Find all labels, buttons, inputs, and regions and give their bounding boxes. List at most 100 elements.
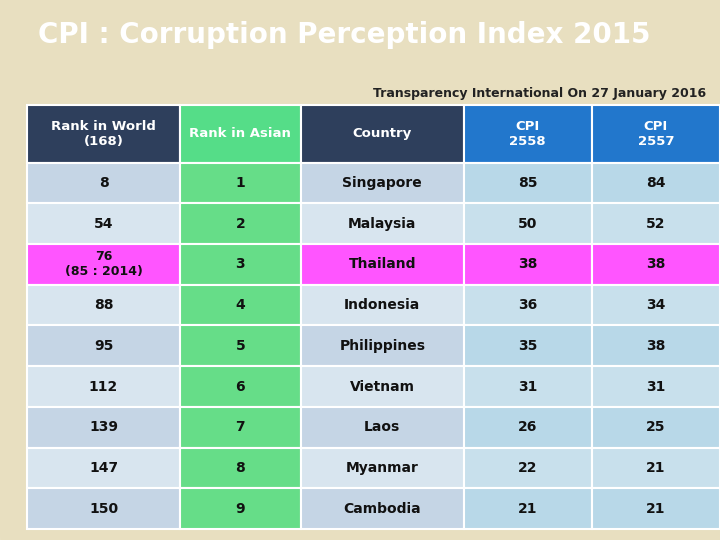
Text: CPI
2558: CPI 2558	[510, 120, 546, 148]
Text: 76
(85 : 2014): 76 (85 : 2014)	[65, 251, 143, 279]
Bar	[592, 163, 720, 203]
Text: 25: 25	[646, 420, 666, 434]
Bar	[592, 285, 720, 326]
Text: Vietnam: Vietnam	[350, 380, 415, 394]
Text: Cambodia: Cambodia	[343, 502, 421, 516]
Text: 21: 21	[646, 502, 666, 516]
Text: Philippines: Philippines	[339, 339, 426, 353]
Text: 6: 6	[235, 380, 245, 394]
Bar	[301, 285, 464, 326]
Text: 8: 8	[99, 176, 109, 190]
Bar	[464, 366, 592, 407]
Bar	[592, 326, 720, 366]
Bar	[27, 203, 180, 244]
Bar	[180, 285, 301, 326]
Bar	[464, 285, 592, 326]
Bar	[592, 105, 720, 163]
Bar	[301, 366, 464, 407]
Bar	[301, 105, 464, 163]
Text: Laos: Laos	[364, 420, 400, 434]
Text: 95: 95	[94, 339, 113, 353]
Bar	[27, 105, 180, 163]
Bar	[592, 407, 720, 448]
Bar	[464, 163, 592, 203]
Text: 2: 2	[235, 217, 246, 231]
Text: 5: 5	[235, 339, 246, 353]
Text: Myanmar: Myanmar	[346, 461, 419, 475]
Bar	[180, 366, 301, 407]
Bar	[180, 407, 301, 448]
Text: 147: 147	[89, 461, 118, 475]
Text: CPI : Corruption Perception Index 2015: CPI : Corruption Perception Index 2015	[37, 21, 650, 49]
Text: 7: 7	[235, 420, 245, 434]
Text: 85: 85	[518, 176, 538, 190]
Bar	[592, 448, 720, 489]
Bar	[464, 105, 592, 163]
Text: Thailand: Thailand	[348, 258, 416, 272]
Bar	[27, 285, 180, 326]
Text: Singapore: Singapore	[343, 176, 422, 190]
Bar	[464, 244, 592, 285]
Bar	[180, 448, 301, 489]
Bar	[464, 326, 592, 366]
Bar	[592, 489, 720, 529]
Bar	[464, 407, 592, 448]
Text: 150: 150	[89, 502, 118, 516]
Text: 4: 4	[235, 298, 246, 312]
Bar	[301, 407, 464, 448]
Bar	[27, 407, 180, 448]
Text: 8: 8	[235, 461, 246, 475]
Bar	[464, 489, 592, 529]
Bar	[27, 326, 180, 366]
Text: 34: 34	[647, 298, 665, 312]
Bar	[592, 244, 720, 285]
Bar	[301, 163, 464, 203]
Bar	[592, 203, 720, 244]
Text: 54: 54	[94, 217, 113, 231]
Text: 36: 36	[518, 298, 537, 312]
Bar	[301, 489, 464, 529]
Text: 31: 31	[647, 380, 665, 394]
Bar	[301, 203, 464, 244]
Bar	[464, 203, 592, 244]
Text: Rank in Asian: Rank in Asian	[189, 127, 292, 140]
Bar	[301, 326, 464, 366]
Text: 38: 38	[647, 339, 665, 353]
Text: Malaysia: Malaysia	[348, 217, 417, 231]
Text: 38: 38	[518, 258, 537, 272]
Text: 52: 52	[646, 217, 666, 231]
Bar	[27, 448, 180, 489]
Text: 3: 3	[235, 258, 245, 272]
Text: 21: 21	[518, 502, 538, 516]
Text: 31: 31	[518, 380, 537, 394]
Text: Indonesia: Indonesia	[344, 298, 420, 312]
Bar	[180, 203, 301, 244]
Bar	[27, 244, 180, 285]
Text: Country: Country	[353, 127, 412, 140]
Text: 50: 50	[518, 217, 537, 231]
Text: CPI
2557: CPI 2557	[638, 120, 674, 148]
Bar	[180, 489, 301, 529]
Text: 9: 9	[235, 502, 245, 516]
Text: 112: 112	[89, 380, 118, 394]
Bar	[27, 366, 180, 407]
Text: 26: 26	[518, 420, 537, 434]
Text: Rank in World
(168): Rank in World (168)	[51, 120, 156, 148]
Bar	[592, 366, 720, 407]
Bar	[301, 448, 464, 489]
Text: 22: 22	[518, 461, 538, 475]
Text: 38: 38	[647, 258, 665, 272]
Bar	[180, 163, 301, 203]
Bar	[27, 163, 180, 203]
Bar	[464, 448, 592, 489]
Text: 1: 1	[235, 176, 246, 190]
Text: 21: 21	[646, 461, 666, 475]
Bar	[301, 244, 464, 285]
Bar	[180, 105, 301, 163]
Text: 84: 84	[646, 176, 666, 190]
Bar	[27, 489, 180, 529]
Text: 88: 88	[94, 298, 113, 312]
Text: 139: 139	[89, 420, 118, 434]
Bar	[180, 244, 301, 285]
Text: Transparency International On 27 January 2016: Transparency International On 27 January…	[373, 86, 706, 99]
